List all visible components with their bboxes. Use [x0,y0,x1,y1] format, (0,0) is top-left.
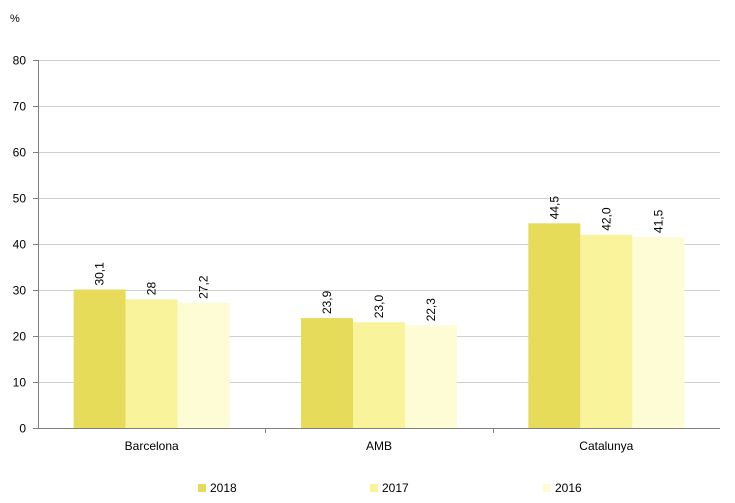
y-tick-label: 10 [13,376,27,390]
bar-catalunya-2018 [528,223,581,428]
x-category-label: Barcelona [125,439,179,453]
bar-barcelona-2017 [125,299,178,428]
x-category-label: AMB [366,439,392,453]
bar-barcelona-2016 [177,302,230,428]
data-label: 23,0 [372,295,386,319]
y-tick-label: 40 [13,238,27,252]
data-label: 23,9 [320,290,334,314]
data-label: 44,5 [547,196,561,220]
x-category-label: Catalunya [579,439,633,453]
bar-barcelona-2018 [73,289,126,428]
axes: % 0 10 20 30 40 50 60 70 80 Barcelona AMB Catalunya [10,13,720,453]
y-tick-label: 20 [13,330,27,344]
y-tick-label: 30 [13,284,27,298]
y-tick-label: 70 [13,100,27,114]
y-tick-label: 0 [19,422,26,436]
legend-swatch-2017 [370,484,378,492]
data-label: 41,5 [651,209,665,233]
legend: 2018 2017 2016 [198,481,582,495]
y-tick-label: 60 [13,146,27,160]
legend-swatch-2016 [543,484,551,492]
legend-label-2016: 2016 [555,481,582,495]
legend-label-2018: 2018 [210,481,237,495]
data-label: 27,2 [197,275,211,299]
data-label: 22,3 [424,298,438,322]
bar-amb-2017 [353,322,405,428]
y-tick-label: 50 [13,192,27,206]
legend-label-2017: 2017 [382,481,409,495]
bar-amb-2018 [301,318,353,428]
bar-catalunya-2017 [580,234,633,428]
data-label: 42,0 [599,207,613,231]
data-labels: 30,1 28 27,2 23,9 23,0 22,3 44,5 42,0 41,5 [93,196,666,322]
y-tick-label: 80 [13,54,27,68]
bar-catalunya-2016 [632,237,685,428]
y-axis-unit-label: % [10,13,20,25]
data-label: 30,1 [93,262,107,286]
data-label: 28 [145,282,159,296]
legend-swatch-2018 [198,484,206,492]
bar-amb-2016 [405,325,457,428]
bars [73,223,685,428]
